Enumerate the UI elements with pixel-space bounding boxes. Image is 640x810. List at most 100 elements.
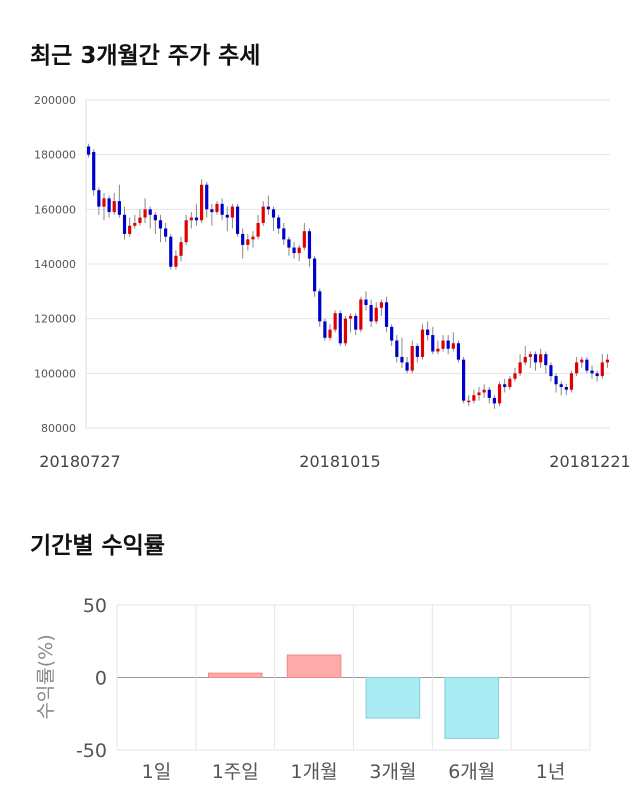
candle-up [529,354,532,357]
candle-up [251,237,254,240]
candle-down [87,146,90,154]
y-axis-label: 수익률(%) [35,634,57,719]
candle-up [601,362,604,376]
candle-down [590,371,593,374]
candle-up [519,362,522,373]
candle-up [498,384,501,403]
candle-down [282,228,285,239]
candle-up [262,207,265,223]
candle-up [411,346,414,371]
candle-up [215,204,218,212]
candle-up [380,302,383,307]
candle-up [231,207,234,218]
candle-down [154,215,157,220]
candle-up [513,373,516,378]
candle-down [308,231,311,258]
candle-down [164,228,167,236]
x-tick-label: 1년 [536,761,566,783]
y-tick-label: 120000 [34,313,76,326]
candle-down [390,327,393,341]
candle-down [560,384,563,387]
candle-up [452,343,455,348]
candle-up [575,362,578,373]
candle-up [570,373,573,389]
candle-down [205,185,208,210]
candle-up [179,242,182,256]
candle-down [400,357,403,362]
y-tick-label: 140000 [34,258,76,271]
candle-down [92,152,95,190]
returns-title: 기간별 수익률 [30,526,165,560]
candle-down [292,248,295,253]
candle-up [303,231,306,247]
candle-up [472,395,475,400]
candle-down [457,343,460,359]
candle-down [447,341,450,349]
candle-up [298,248,301,253]
candle-down [241,234,244,245]
candlestick-chart: 200000 180000 160000 140000 120000 100000 8000… [0,80,640,480]
x-tick-label: 20181015 [299,452,380,471]
candle-up [606,360,609,363]
bar [208,673,262,677]
candle-down [426,330,429,335]
candle-up [344,319,347,344]
price-trend-title: 최근 3개월간 주가 추세 [30,36,260,70]
x-tick-label: 1주일 [212,761,259,783]
candle-down [267,207,270,210]
returns-bar-chart: 50 0 -50 1일 1주일 1개월 3개월 6개월 1년 수익률(%) [0,585,640,810]
candle-down [493,398,496,403]
x-tick-label: 1일 [142,761,172,783]
candle-up [334,313,337,329]
candle-down [565,387,568,390]
candle-up [143,209,146,217]
y-tick-label: 0 [95,668,107,690]
candle-down [431,335,434,351]
candle-down [534,354,537,362]
candle-up [467,401,470,403]
candle-down [210,209,213,212]
candle-up [441,341,444,349]
y-tick-label: 200000 [34,94,76,107]
candle-down [339,313,342,343]
x-tick-label: 1개월 [291,761,338,783]
candle-up [436,349,439,352]
candle-down [287,239,290,247]
candle-down [405,362,408,370]
candle-up [508,379,511,387]
candle-down [416,346,419,357]
candle-down [313,259,316,292]
candle-up [349,316,352,319]
y-tick-label: -50 [76,740,107,762]
candle-down [503,384,506,387]
candle-down [149,209,152,214]
candle-down [195,218,198,221]
candle-up [174,256,177,267]
candle-down [318,291,321,321]
candle-down [123,215,126,234]
candle-up [359,300,362,330]
candle-down [272,209,275,217]
x-tick-label: 6개월 [448,761,495,783]
x-tick-label: 20180727 [39,452,120,471]
candle-up [185,220,188,242]
candle-up [113,201,116,212]
candle-down [277,218,280,229]
candle-up [133,223,136,226]
candle-down [596,373,599,376]
candle-down [97,190,100,206]
candle-up [524,357,527,362]
candle-down [370,305,373,321]
y-tick-label: 50 [83,595,107,617]
candle-down [554,376,557,384]
candle-up [190,218,193,221]
candle-down [462,360,465,401]
candle-down [226,215,229,218]
y-tick-label: 160000 [34,203,76,216]
candle-up [483,390,486,393]
candle-up [580,360,583,363]
x-tick-label: 20181221 [549,452,630,471]
candle-up [375,308,378,322]
candle-up [200,185,203,221]
